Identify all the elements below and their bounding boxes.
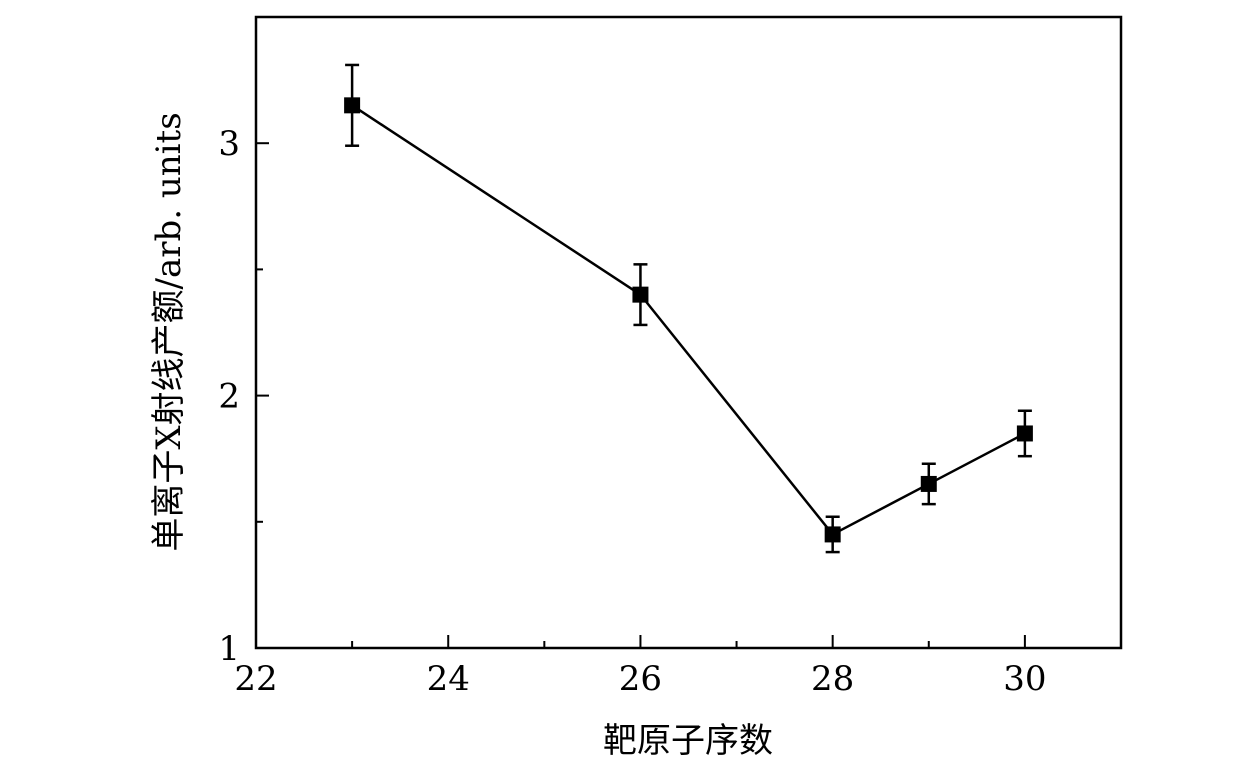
data-point bbox=[824, 526, 841, 543]
x-tick-label: 28 bbox=[811, 659, 854, 699]
data-point bbox=[920, 475, 937, 492]
y-tick-label: 1 bbox=[218, 629, 240, 669]
x-tick-label: 30 bbox=[1003, 659, 1046, 699]
x-axis-title: 靶原子序数 bbox=[603, 721, 773, 761]
plot-frame bbox=[254, 15, 1123, 650]
data-point bbox=[344, 97, 361, 114]
data-point bbox=[632, 286, 649, 303]
x-tick-label: 22 bbox=[234, 659, 277, 699]
data-point bbox=[1016, 425, 1033, 442]
x-tick-label: 26 bbox=[619, 659, 662, 699]
x-tick-label: 24 bbox=[427, 659, 470, 699]
y-tick-label: 2 bbox=[218, 377, 240, 417]
series-line bbox=[351, 104, 1026, 537]
y-axis-title: 单离子X射线产额/arb. units bbox=[149, 112, 189, 551]
y-tick-label: 3 bbox=[218, 124, 240, 164]
plot-area: 22 24 26 28 30 1 2 3 bbox=[218, 15, 1123, 699]
